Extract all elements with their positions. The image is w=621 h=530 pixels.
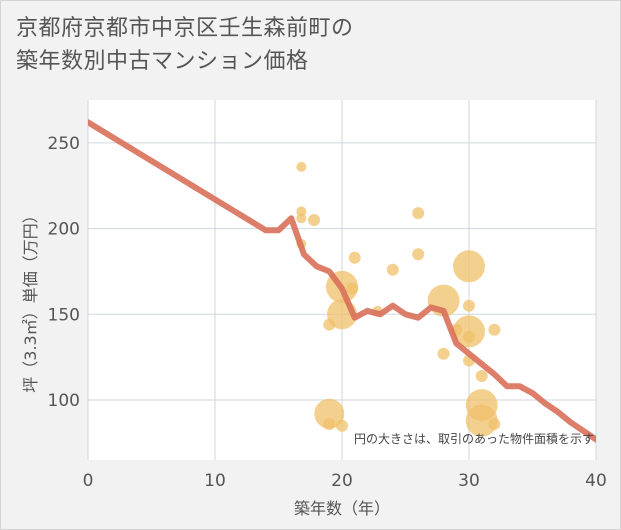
x-tick-label: 0 — [83, 471, 94, 491]
y-tick-label: 250 — [48, 134, 80, 154]
data-bubble — [386, 263, 399, 276]
y-tick-label: 200 — [48, 220, 80, 240]
data-bubble — [463, 330, 475, 343]
data-bubble — [488, 323, 501, 336]
chart-title: 京都府京都市中京区壬生森前町の 築年数別中古マンション価格 — [16, 12, 354, 78]
data-bubble — [336, 419, 348, 432]
y-tick-label: 100 — [48, 391, 80, 411]
data-bubble — [323, 418, 336, 430]
x-tick-label: 30 — [458, 471, 480, 491]
y-tick-labels: 100 150 200 250 — [48, 134, 80, 411]
chart-title-line-1: 京都府京都市中京区壬生森前町の — [16, 16, 354, 41]
data-bubble — [314, 398, 345, 429]
data-bubble — [488, 418, 501, 430]
data-bubble — [412, 248, 425, 261]
x-tick-label: 10 — [204, 471, 226, 491]
data-bubble — [437, 347, 450, 360]
y-axis-title: 坪（3.3㎡）単価（万円） — [21, 207, 40, 392]
x-tick-labels: 0 10 20 30 40 — [83, 471, 607, 491]
average-price-line — [88, 119, 596, 443]
y-tick-label: 150 — [48, 305, 80, 325]
x-axis-title: 築年数（年） — [294, 499, 390, 518]
bubble-size-note: 円の大きさは、取引のあった物件面積を示す — [354, 431, 594, 446]
x-tick-label: 40 — [585, 471, 607, 491]
data-bubble — [346, 282, 359, 295]
chart-title-line-2: 築年数別中古マンション価格 — [16, 49, 309, 74]
data-bubble — [465, 404, 498, 437]
data-bubble — [412, 207, 425, 220]
data-bubble — [348, 251, 361, 264]
data-bubble — [296, 206, 307, 217]
data-bubble — [453, 250, 485, 283]
x-tick-label: 20 — [331, 471, 353, 491]
data-bubble — [296, 213, 307, 224]
data-bubble — [463, 299, 475, 312]
data-bubble — [308, 214, 321, 226]
data-bubble — [296, 161, 307, 172]
bubble-series — [296, 161, 501, 437]
grid-lines — [87, 100, 597, 460]
data-bubble — [475, 370, 488, 382]
